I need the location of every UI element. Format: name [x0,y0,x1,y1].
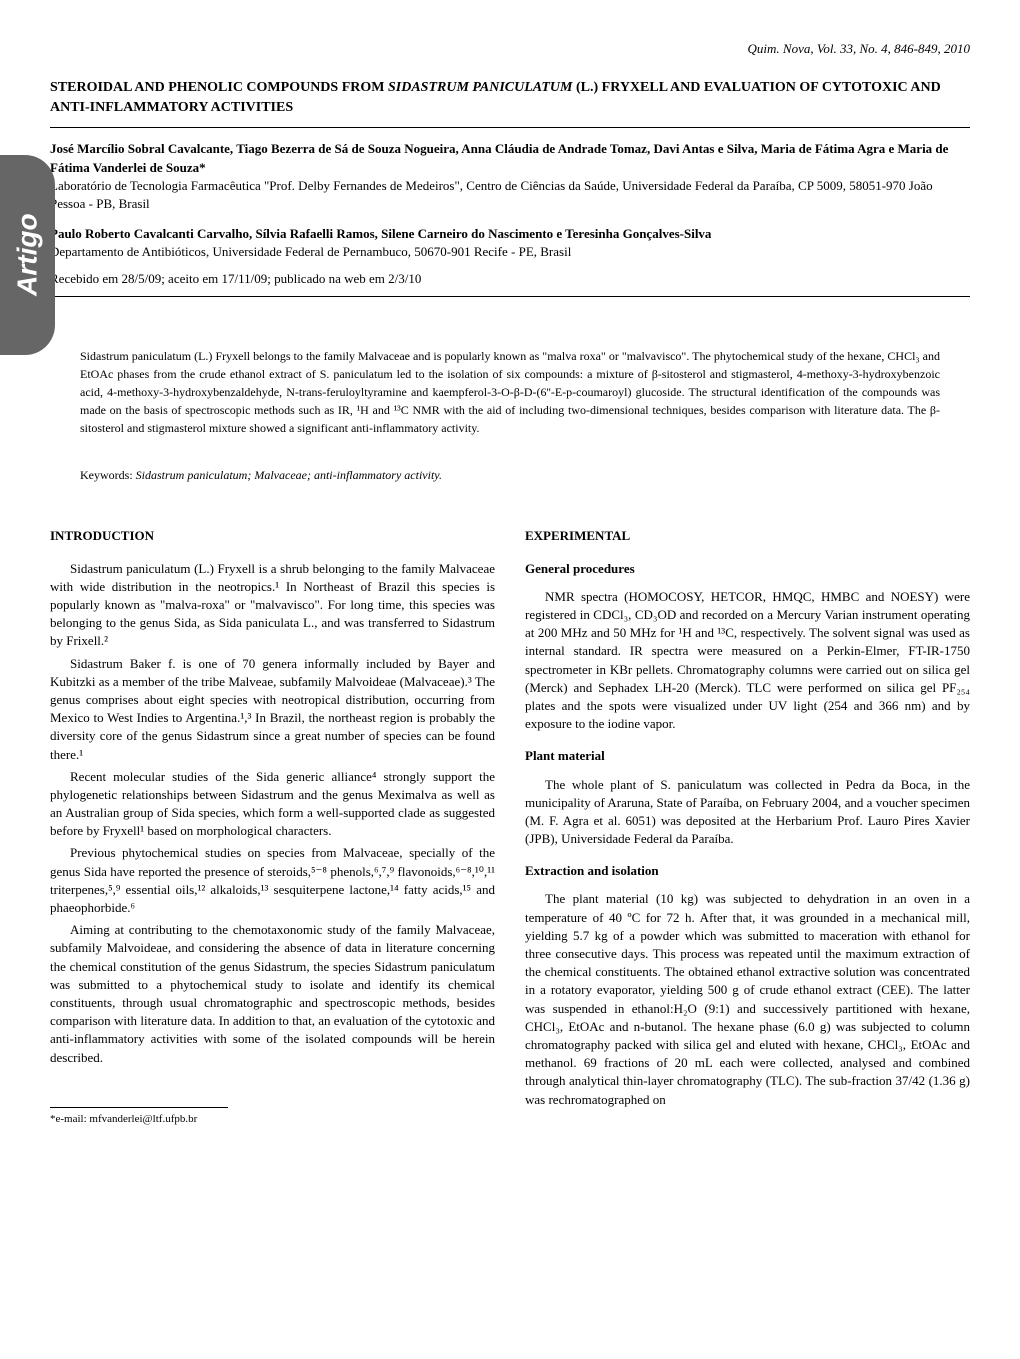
two-column-body: INTRODUCTION Sidastrum paniculatum (L.) … [50,523,970,1127]
exp-p2: The whole plant of S. paniculatum was co… [525,776,970,849]
intro-p2: Sidastrum Baker f. is one of 70 genera i… [50,655,495,764]
experimental-heading: EXPERIMENTAL [525,527,970,545]
footnote-divider [50,1107,228,1108]
abstract-text: Sidastrum paniculatum (L.) Fryxell belon… [50,347,970,437]
plant-material-heading: Plant material [525,747,970,765]
article-title: STEROIDAL AND PHENOLIC COMPOUNDS FROM Si… [50,78,970,117]
intro-p1: Sidastrum paniculatum (L.) Fryxell is a … [50,560,495,651]
keywords-label: Keywords: [80,468,136,482]
affiliation-1: Laboratório de Tecnologia Farmacêutica "… [50,177,970,213]
affiliation-2: Departamento de Antibióticos, Universida… [50,243,970,261]
sidebar-tab: Artigo [0,155,55,355]
general-procedures-heading: General procedures [525,560,970,578]
footnote-email: *e-mail: mfvanderlei@ltf.ufpb.br [50,1112,495,1127]
intro-p4: Previous phytochemical studies on specie… [50,844,495,917]
extraction-heading: Extraction and isolation [525,862,970,880]
exp-p3: The plant material (10 kg) was subjected… [525,890,970,1108]
right-column: EXPERIMENTAL General procedures NMR spec… [525,523,970,1127]
journal-header: Quim. Nova, Vol. 33, No. 4, 846-849, 201… [50,40,970,58]
keywords-text: Sidastrum paniculatum; Malvaceae; anti-i… [136,468,442,482]
intro-p5: Aiming at contributing to the chemotaxon… [50,921,495,1067]
authors-1: José Marcílio Sobral Cavalcante, Tiago B… [50,140,970,176]
left-column: INTRODUCTION Sidastrum paniculatum (L.) … [50,523,495,1127]
keywords-line: Keywords: Sidastrum paniculatum; Malvace… [50,467,970,484]
intro-p3: Recent molecular studies of the Sida gen… [50,768,495,841]
authors-2: Paulo Roberto Cavalcanti Carvalho, Sílvi… [50,225,970,243]
sidebar-label: Artigo [8,214,47,296]
dates-line: Recebido em 28/5/09; aceito em 17/11/09;… [50,270,970,288]
page-content: Quim. Nova, Vol. 33, No. 4, 846-849, 201… [0,0,1020,1167]
divider [50,296,970,297]
title-part1: STEROIDAL AND PHENOLIC COMPOUNDS FROM [50,80,388,95]
exp-p1: NMR spectra (HOMOCOSY, HETCOR, HMQC, HMB… [525,588,970,734]
title-species: Sidastrum paniculatum [388,80,573,95]
introduction-heading: INTRODUCTION [50,527,495,545]
divider [50,127,970,128]
